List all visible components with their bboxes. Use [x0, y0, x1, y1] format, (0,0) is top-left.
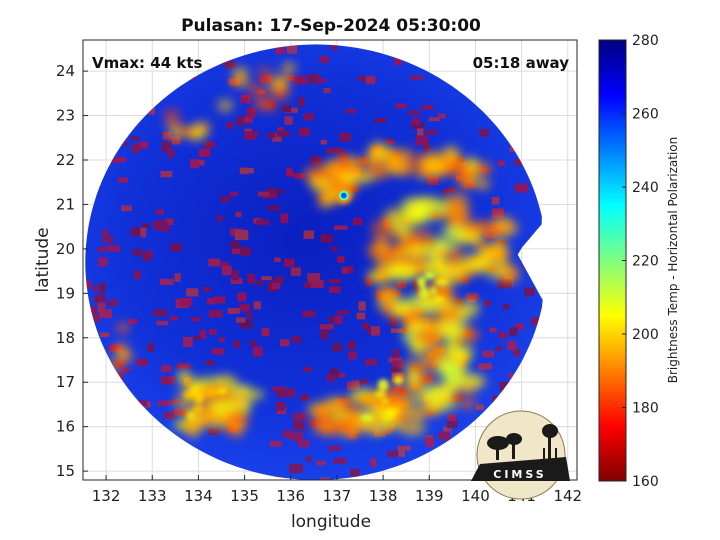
- colorbar-tick-label: 220: [632, 254, 659, 270]
- plot-frame: [82, 39, 578, 481]
- y-tick-label: 23: [56, 107, 75, 125]
- colorbar-tick-label: 200: [632, 327, 659, 343]
- cimss-logo: CIMSS: [471, 410, 570, 500]
- brightness-temperature-swath: [85, 44, 543, 480]
- y-tick-label: 22: [56, 151, 75, 169]
- x-tick-label: 134: [184, 487, 213, 505]
- colorbar-tick-label: 260: [632, 107, 659, 123]
- y-tick-label: 20: [56, 240, 75, 258]
- colorbar-tick-label: 240: [632, 180, 659, 196]
- colorbar-ticks: 280 260 240 220 200 180 160: [622, 33, 659, 490]
- colorbar-tick-label: 160: [632, 474, 659, 490]
- time-away-annotation: 05:18 away: [473, 54, 570, 72]
- y-tick-label: 17: [56, 373, 75, 391]
- cloud-bands: [105, 62, 520, 438]
- cimss-logo-text: CIMSS: [493, 468, 546, 481]
- x-axis-ticks: 132133134135136137138139140141142: [92, 475, 582, 505]
- x-tick-label: 132: [92, 487, 121, 505]
- colorbar: 280 260 240 220 200 180 160 Brightness Temp - …: [598, 33, 680, 490]
- x-tick-label: 135: [230, 487, 259, 505]
- colorbar-tick-label: 180: [632, 401, 659, 417]
- y-axis-ticks: 15 16 17 18 19 20 21 22 23 24: [56, 62, 88, 480]
- y-tick-label: 15: [56, 462, 75, 480]
- y-tick-label: 18: [56, 329, 75, 347]
- swath-layer: [85, 44, 543, 480]
- x-axis-label: longitude: [291, 512, 371, 532]
- chart-title: Pulasan: 17-Sep-2024 05:30:00: [181, 16, 481, 36]
- y-tick-label: 24: [56, 62, 75, 80]
- y-tick-label: 19: [56, 284, 75, 302]
- x-tick-label: 133: [138, 487, 167, 505]
- vmax-annotation: Vmax: 44 kts: [92, 54, 202, 72]
- x-tick-label: 137: [323, 487, 352, 505]
- x-tick-label: 139: [415, 487, 444, 505]
- colorbar-tick-label: 280: [632, 33, 659, 49]
- y-axis-label: latitude: [33, 227, 53, 292]
- x-tick-label: 142: [553, 487, 582, 505]
- y-tick-label: 16: [56, 418, 75, 436]
- x-tick-label: 140: [461, 487, 490, 505]
- y-tick-label: 21: [56, 195, 75, 213]
- colorbar-label: Brightness Temp - Horizontal Polarizatio…: [666, 137, 680, 384]
- x-tick-label: 136: [276, 487, 305, 505]
- convective-cells: [183, 271, 449, 421]
- x-tick-label: 138: [369, 487, 398, 505]
- colorbar-gradient: [598, 39, 627, 482]
- warm-core-center: [341, 192, 347, 199]
